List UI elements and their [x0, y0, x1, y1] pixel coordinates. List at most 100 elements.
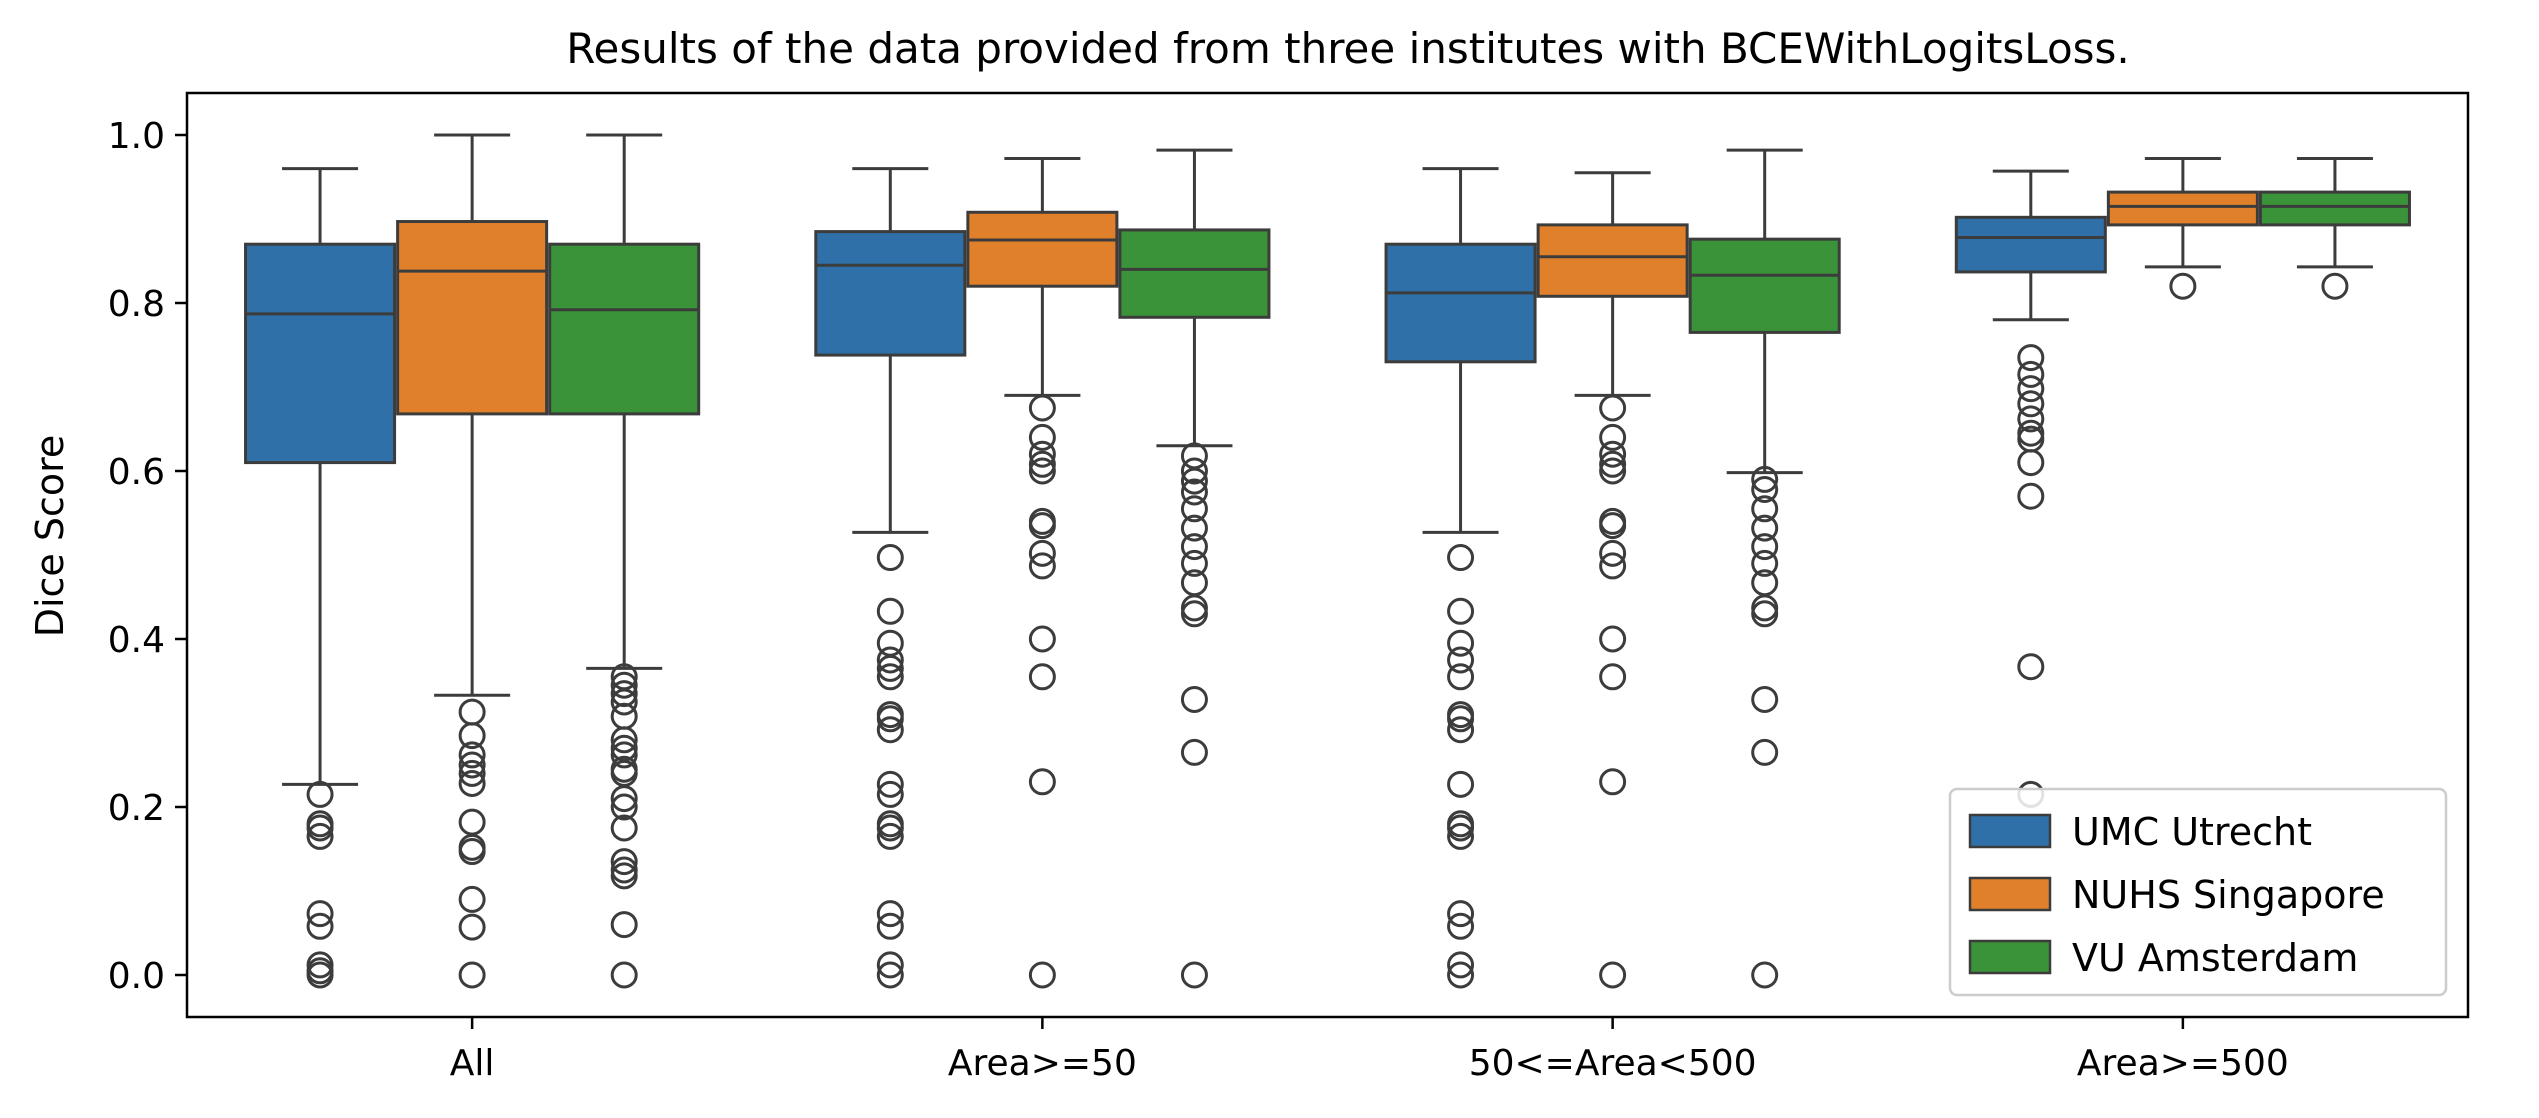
box-1-0-outlier-14 — [876, 900, 904, 928]
box-1-1-outlier-11 — [1028, 768, 1056, 796]
box-1-0-outlier-12 — [876, 814, 904, 842]
box-2-0-outlier-2 — [1447, 629, 1475, 657]
box-2-2-outlier-0 — [1751, 465, 1779, 493]
box-1-0-outlier-4 — [876, 654, 904, 682]
legend-swatch-1 — [1968, 876, 2052, 912]
box-2-1-outlier-0 — [1599, 394, 1627, 422]
box-2-0-outlier-8 — [1447, 770, 1475, 798]
y-tick-label-0: 0.0 — [108, 956, 165, 997]
box-0-2-outlier-5 — [610, 726, 638, 754]
box-3-1-iqr-box — [2106, 190, 2259, 227]
box-2-2-outlier-4 — [1751, 533, 1779, 561]
box-2-1-outlier-12 — [1599, 961, 1627, 989]
box-2-1-outlier-9 — [1599, 625, 1627, 653]
box-1-0-outlier-1 — [876, 597, 904, 625]
y-tick-label-1: 0.2 — [108, 788, 165, 829]
box-0-1-outlier-5 — [458, 769, 486, 797]
box-0-2-iqr-box — [548, 242, 701, 416]
box-0-2-outlier-15 — [610, 862, 638, 890]
box-2-2-iqr-box — [1688, 237, 1841, 334]
box-2-0-outlier-11 — [1447, 822, 1475, 850]
box-0-2-outlier-10 — [610, 785, 638, 813]
box-0-2-outlier-12 — [610, 814, 638, 842]
box-3-2-outlier-0 — [2321, 272, 2349, 300]
box-2-2-outlier-10 — [1751, 738, 1779, 766]
box-1-2-iqr-box — [1118, 228, 1271, 319]
box-3-1-outlier-0 — [2169, 272, 2197, 300]
box-2-0-outlier-6 — [1447, 705, 1475, 733]
box-0-1-outlier-8 — [458, 838, 486, 866]
box-2-0-iqr-box — [1384, 242, 1537, 364]
box-1-0-outlier-3 — [876, 646, 904, 674]
box-3-0-iqr-box — [1954, 215, 2107, 274]
y-tick-label-5: 1.0 — [108, 116, 165, 157]
box-1-2-outlier-11 — [1180, 685, 1208, 713]
y-tick-label-4: 0.8 — [108, 284, 165, 325]
x-tick-label-3: Area>=500 — [2077, 1043, 2289, 1084]
box-2-0-outlier-7 — [1447, 716, 1475, 744]
y-tick-label-2: 0.4 — [108, 620, 165, 661]
box-2-2-outlier-9 — [1751, 685, 1779, 713]
box-1-2-outlier-5 — [1180, 514, 1208, 542]
box-1-0-iqr-box — [814, 230, 967, 357]
legend-swatch-2 — [1968, 939, 2052, 975]
box-2-0-outlier-4 — [1447, 663, 1475, 691]
x-tick-label-0: All — [450, 1043, 495, 1084]
box-1-0-outlier-17 — [876, 961, 904, 989]
box-1-1-outlier-0 — [1028, 394, 1056, 422]
box-3-0-outlier-9 — [2017, 653, 2045, 681]
box-1-0-outlier-16 — [876, 951, 904, 979]
box-1-1-outlier-2 — [1028, 440, 1056, 468]
box-2-0-outlier-14 — [1447, 951, 1475, 979]
box-0-2-outlier-11 — [610, 793, 638, 821]
box-3-0-outlier-8 — [2017, 482, 2045, 510]
box-1-0-outlier-7 — [876, 705, 904, 733]
box-1-2-outlier-4 — [1180, 495, 1208, 523]
box-0-0-outlier-3 — [306, 822, 334, 850]
box-3-0-outlier-2 — [2017, 375, 2045, 403]
legend-label-2: VU Amsterdam — [2072, 936, 2358, 980]
box-1-0-outlier-15 — [876, 912, 904, 940]
box-3-2-iqr-box — [2258, 190, 2411, 227]
box-2-0-outlier-3 — [1447, 646, 1475, 674]
box-0-0-iqr-box — [244, 242, 397, 465]
plot-frame — [185, 91, 2470, 1019]
box-1-2-outlier-3 — [1180, 478, 1208, 506]
box-2-2-outlier-1 — [1751, 475, 1779, 503]
box-1-0-outlier-5 — [876, 663, 904, 691]
legend-label-1: NUHS Singapore — [2072, 873, 2385, 917]
box-1-1-outlier-7 — [1028, 539, 1056, 567]
box-1-1-outlier-8 — [1028, 552, 1056, 580]
y-axis-label: Dice Score — [28, 435, 72, 638]
chart-title: Results of the data provided from three … — [566, 24, 2130, 73]
y-axis-label-group: Dice Score — [28, 435, 72, 638]
box-2-1-outlier-8 — [1599, 552, 1627, 580]
box-1-1-outlier-12 — [1028, 961, 1056, 989]
box-0-0-outlier-4 — [306, 900, 334, 928]
box-0-2-outlier-16 — [610, 911, 638, 939]
box-2-1-iqr-box — [1536, 223, 1689, 298]
legend: UMC Utrecht NUHS Singapore VU Amsterdam — [1948, 787, 2448, 997]
box-2-1-outlier-4 — [1599, 457, 1627, 485]
box-3-0-outlier-0 — [2017, 344, 2045, 372]
box-1-2-outlier-7 — [1180, 549, 1208, 577]
box-1-2-outlier-2 — [1180, 467, 1208, 495]
axes: 0.0 0.2 0.4 0.6 0.8 1.0 All Area>=50 50<=Area<50… — [108, 91, 2470, 1084]
box-0-1-outlier-11 — [458, 961, 486, 989]
box-0-0-outlier-5 — [306, 912, 334, 940]
box-2-1-outlier-1 — [1599, 423, 1627, 451]
legend-swatch-0 — [1968, 813, 2052, 849]
box-2-2-outlier-8 — [1751, 600, 1779, 628]
box-1-1-outlier-9 — [1028, 625, 1056, 653]
box-0-2-outlier-7 — [610, 741, 638, 769]
box-1-1-iqr-box — [966, 210, 1119, 288]
box-1-0-outlier-13 — [876, 822, 904, 850]
box-2-2-outlier-3 — [1751, 514, 1779, 542]
box-3-0-outlier-1 — [2017, 360, 2045, 388]
box-3-0-outlier-7 — [2017, 449, 2045, 477]
box-1-1-outlier-4 — [1028, 457, 1056, 485]
box-2-1-outlier-10 — [1599, 663, 1627, 691]
box-2-2-outlier-5 — [1751, 549, 1779, 577]
box-0-1-outlier-2 — [458, 741, 486, 769]
